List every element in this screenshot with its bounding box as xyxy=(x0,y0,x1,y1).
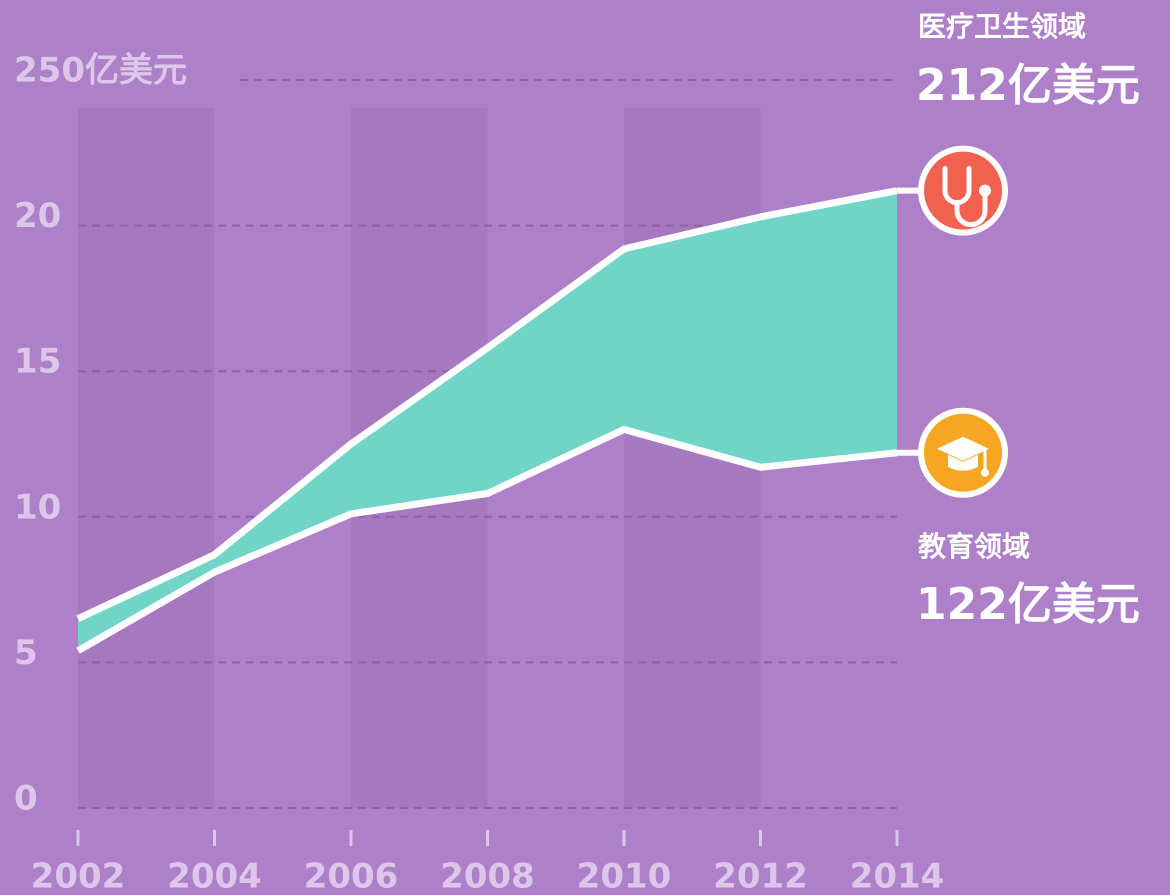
y-tick-label: 20 xyxy=(14,196,61,236)
graduation-cap-icon xyxy=(937,436,989,477)
band xyxy=(78,108,215,808)
icon-shape xyxy=(979,184,991,197)
x-tick-label: 2008 xyxy=(440,857,535,895)
y-tick-label: 15 xyxy=(14,342,61,382)
icon-shape xyxy=(981,468,989,477)
x-tick-label: 2002 xyxy=(31,857,126,895)
range-fill xyxy=(78,190,897,651)
x-tick-label: 2004 xyxy=(167,857,262,895)
icon-shape xyxy=(948,454,978,471)
y-tick-label: 5 xyxy=(14,633,38,673)
icon-shape xyxy=(937,436,989,461)
y-tick-label: 250亿美元 xyxy=(14,51,187,91)
x-tick-label: 2014 xyxy=(850,857,945,895)
icon-shape xyxy=(942,166,988,228)
series-line xyxy=(76,187,898,622)
plot xyxy=(76,145,1008,654)
y-tick-label: 10 xyxy=(14,487,61,527)
series-name: 医疗卫生领域 xyxy=(918,10,1086,43)
series-line xyxy=(76,425,898,654)
x-tick-label: 2012 xyxy=(713,857,808,895)
y-tick-label: 0 xyxy=(14,779,38,819)
labels: 0 5 10 15 20 250亿美元 2002 2004 2006 2008 2010 2012 20… xyxy=(14,10,1140,895)
x-tick-label: 2010 xyxy=(577,857,672,895)
series-name: 教育领域 xyxy=(918,530,1030,563)
end-value-label: 122亿美元 xyxy=(916,579,1140,630)
stethoscope-icon xyxy=(942,166,991,228)
x-tick-label: 2006 xyxy=(304,857,399,895)
end-value-label: 212亿美元 xyxy=(916,60,1140,111)
